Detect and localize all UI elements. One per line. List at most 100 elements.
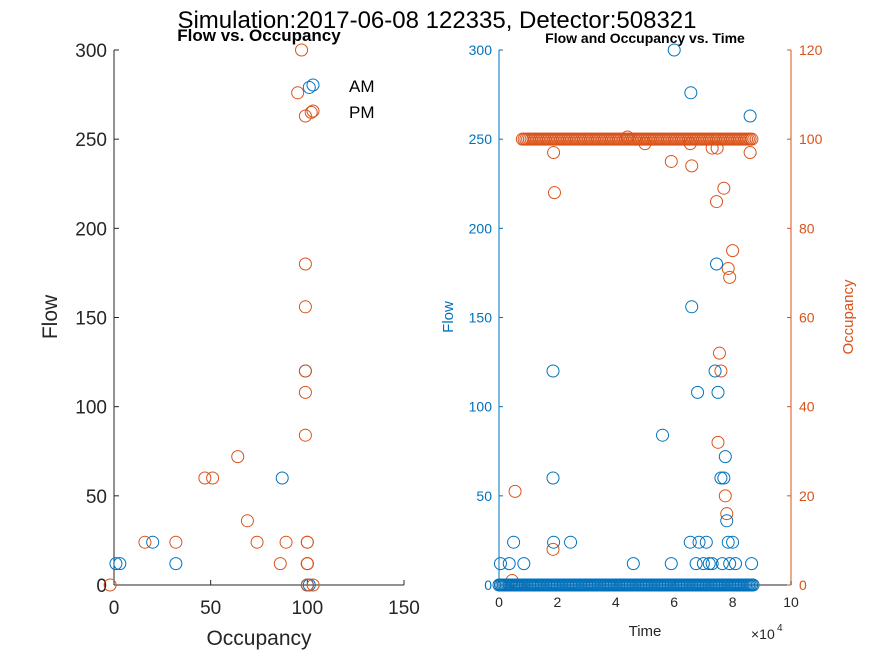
ax1-ytick-label: 0 bbox=[96, 576, 107, 597]
ax1-point-am bbox=[302, 80, 316, 94]
ax2-point-flow bbox=[683, 535, 697, 549]
ax2-exponent-base: ×10 bbox=[751, 626, 775, 642]
ax2-point-occupancy bbox=[664, 154, 678, 168]
ax1-ytick-label: 50 bbox=[86, 487, 107, 508]
ax2-point-flow bbox=[729, 557, 743, 571]
ax1-ytick-label: 300 bbox=[75, 41, 107, 62]
ax2-point-flow bbox=[493, 557, 507, 571]
ax1-title: Flow vs. Occupancy bbox=[177, 26, 341, 45]
legend-pm-marker bbox=[306, 104, 320, 118]
legend-pm-label: PM bbox=[349, 103, 375, 122]
ax1-point-pm bbox=[298, 385, 312, 399]
ax2-point-flow bbox=[745, 557, 759, 571]
ax1-point-pm bbox=[306, 578, 320, 592]
ax2-point-occupancy bbox=[620, 130, 634, 144]
ax2-ytick-left-label: 200 bbox=[469, 220, 493, 236]
ax2-point-flow bbox=[715, 557, 729, 571]
ax2-ytick-left-label: 150 bbox=[469, 310, 493, 326]
ax2-ytick-right-label: 60 bbox=[799, 310, 815, 326]
ax2-point-occupancy bbox=[710, 195, 724, 209]
ax1-point-pm bbox=[300, 578, 314, 592]
ax2-points bbox=[492, 43, 760, 592]
ax2-point-occupancy bbox=[743, 146, 757, 160]
ax2-point-flow bbox=[746, 578, 760, 592]
ax2-point-flow bbox=[711, 385, 725, 399]
ax2-point-flow bbox=[705, 557, 719, 571]
ax2-ytick-right-label: 20 bbox=[799, 488, 815, 504]
ax2-ytick-right-label: 120 bbox=[799, 42, 823, 58]
ax1-xtick-label: 150 bbox=[388, 598, 420, 619]
ax1-point-am bbox=[169, 557, 183, 571]
ax1-point-pm bbox=[300, 535, 314, 549]
ax1-point-pm bbox=[240, 514, 254, 528]
ax2-point-occupancy bbox=[714, 364, 728, 378]
ax2-ytick-right-label: 100 bbox=[799, 131, 823, 147]
ax2-point-flow bbox=[564, 535, 578, 549]
ax2-point-occupancy bbox=[720, 507, 734, 521]
ax2-point-occupancy bbox=[685, 159, 699, 173]
ax2-point-occupancy bbox=[547, 146, 561, 160]
ax1-point-pm bbox=[279, 535, 293, 549]
ax2-point-flow bbox=[702, 557, 716, 571]
ax2-point-occupancy bbox=[683, 137, 697, 151]
ax2-point-flow bbox=[718, 450, 732, 464]
ax1-point-am bbox=[275, 471, 289, 485]
ax2-point-occupancy bbox=[546, 542, 560, 556]
ax2-ytick-right-label: 0 bbox=[799, 577, 807, 593]
legend-am-label: AM bbox=[349, 77, 375, 96]
ax2-xtick-label: 0 bbox=[495, 594, 503, 610]
ax2-point-occupancy bbox=[723, 270, 737, 284]
ax2-point-flow bbox=[664, 557, 678, 571]
ax2-ytick-left-label: 100 bbox=[469, 399, 493, 415]
ax2-point-flow bbox=[626, 557, 640, 571]
ax1-point-pm bbox=[273, 557, 287, 571]
ax2-title: Flow and Occupancy vs. Time bbox=[545, 30, 745, 46]
ax1-ticks: 0 50 100 150 0 50 100 150 200 250 300 bbox=[75, 41, 420, 619]
ax1-xtick-label: 0 bbox=[109, 598, 120, 619]
ax2-point-occupancy bbox=[547, 186, 561, 200]
ax1-point-pm bbox=[231, 450, 245, 464]
ax1-point-pm bbox=[298, 364, 312, 378]
ax2-ytick-left-label: 300 bbox=[469, 42, 493, 58]
ax1-ytick-label: 250 bbox=[75, 130, 107, 151]
ax2-point-occupancy bbox=[710, 141, 724, 155]
legend: AM PM bbox=[306, 77, 375, 122]
ax2-ytick-right-label: 80 bbox=[799, 220, 815, 236]
ax2-point-flow bbox=[721, 535, 735, 549]
ax2-point-flow bbox=[708, 364, 722, 378]
ax2-point-flow bbox=[546, 471, 560, 485]
ax2-point-occupancy bbox=[721, 261, 735, 275]
ax2-point-flow bbox=[685, 300, 699, 314]
ax1-point-am bbox=[146, 535, 160, 549]
ax2-point-occupancy bbox=[711, 435, 725, 449]
flow-and-occupancy-vs-time-axes: Flow and Occupancy vs. Time 0 2 4 6 8 1005010… bbox=[440, 30, 857, 642]
ax2-point-occupancy bbox=[726, 244, 740, 258]
ax2-xtick-label: 6 bbox=[670, 594, 678, 610]
ax1-point-pm bbox=[300, 557, 314, 571]
ax1-ytick-label: 200 bbox=[75, 219, 107, 240]
ax2-point-flow bbox=[720, 514, 734, 528]
ax2-point-flow bbox=[699, 535, 713, 549]
ax1-point-pm bbox=[169, 535, 183, 549]
ax1-point-pm bbox=[298, 300, 312, 314]
ax2-point-flow bbox=[684, 86, 698, 100]
ax1-point-am bbox=[113, 557, 127, 571]
flow-vs-occupancy-axes: Flow vs. Occupancy 0 50 100 150 0 50 100 150 200… bbox=[39, 26, 420, 650]
ax1-ylabel: Flow bbox=[39, 294, 62, 339]
ax2-point-occupancy bbox=[717, 181, 731, 195]
ax2-point-occupancy bbox=[638, 137, 652, 151]
ax2-xtick-label: 4 bbox=[612, 594, 620, 610]
ax1-ytick-label: 100 bbox=[75, 398, 107, 419]
ax2-ylabel-left: Flow bbox=[440, 301, 457, 333]
ax2-point-flow bbox=[726, 535, 740, 549]
ax2-point-flow bbox=[696, 557, 710, 571]
legend-am-marker bbox=[306, 78, 320, 92]
ax1-xtick-label: 100 bbox=[291, 598, 323, 619]
ax1-point-pm bbox=[138, 535, 152, 549]
ax1-point-pm bbox=[103, 578, 117, 592]
ax1-point-pm bbox=[295, 43, 309, 57]
ax1-point-pm bbox=[304, 105, 318, 119]
ax2-point-flow bbox=[717, 471, 731, 485]
ax2-point-flow bbox=[502, 557, 516, 571]
